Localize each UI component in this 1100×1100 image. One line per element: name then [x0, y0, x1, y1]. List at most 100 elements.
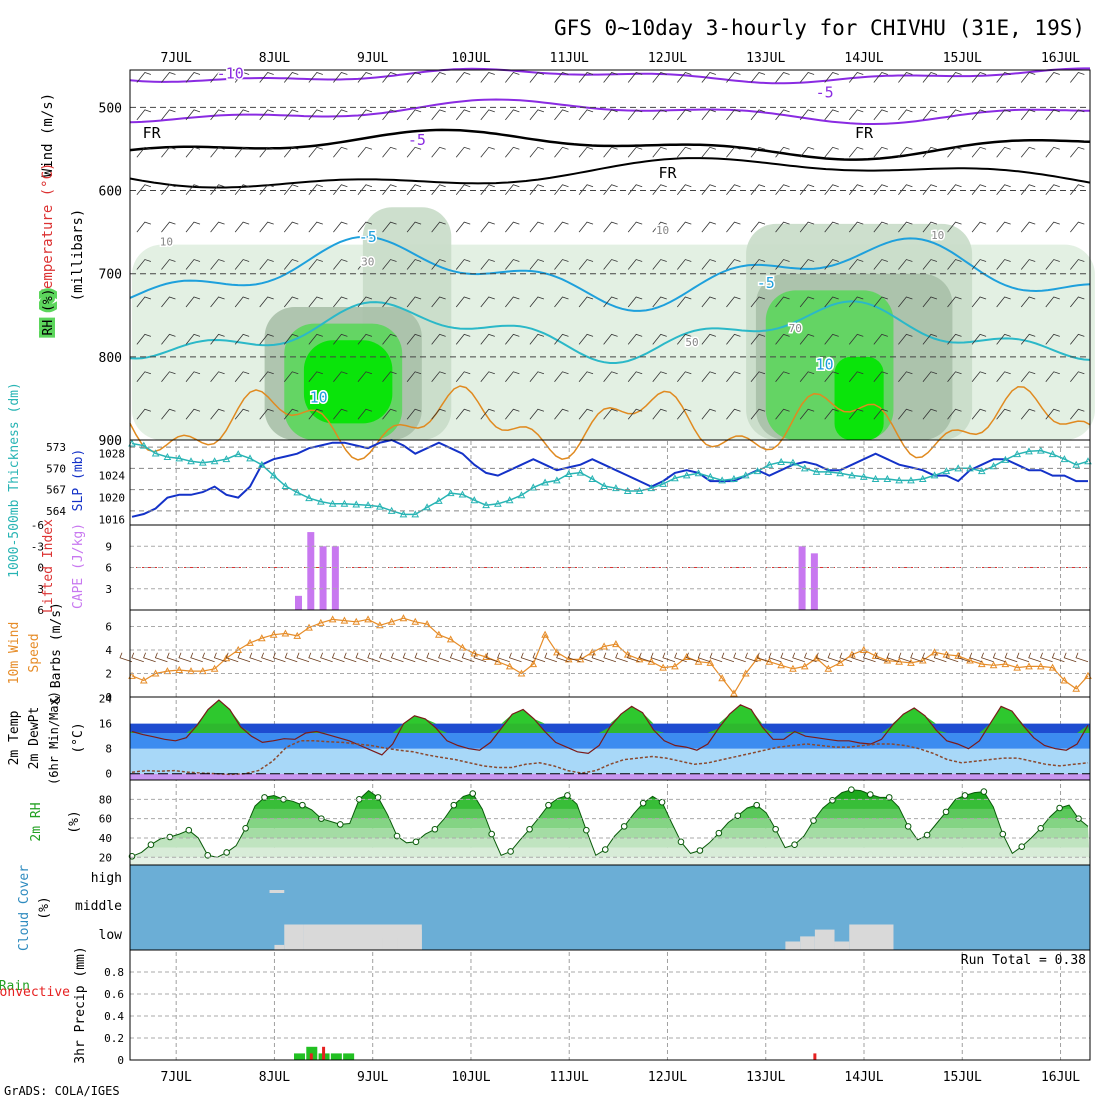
- wind-barb: [726, 109, 741, 121]
- wind-barb-10m: [815, 652, 829, 663]
- wind-barb: [898, 333, 913, 345]
- wind-barb-10m: [225, 652, 239, 663]
- wind-barb: [603, 371, 618, 383]
- run-total-label: Run Total = 0.38: [961, 953, 1086, 968]
- thickness-point: [364, 501, 372, 509]
- wind-barb: [357, 221, 373, 233]
- wind-barb: [627, 146, 643, 158]
- wind-barb: [701, 221, 716, 233]
- x-tick-label-bottom: 9JUL: [357, 1070, 388, 1085]
- thickness-point: [175, 454, 184, 462]
- rh-band: [130, 818, 1090, 829]
- wind-barb: [308, 109, 323, 121]
- rh-point: [677, 838, 685, 846]
- rh-shading-region: [834, 356, 884, 440]
- wind-barb: [455, 146, 471, 158]
- wind-barb-10m: [992, 652, 1006, 663]
- wind-barb: [234, 333, 250, 345]
- wind-barb-10m: [922, 652, 935, 663]
- wind-barb: [480, 109, 495, 121]
- wind-barb: [505, 408, 520, 420]
- wind-barb-10m: [461, 652, 475, 663]
- wind-barb: [775, 72, 790, 83]
- wind-barb-10m: [343, 652, 357, 663]
- wind-barb: [1045, 333, 1060, 345]
- wind-barb: [185, 259, 201, 270]
- wind-barb: [996, 333, 1011, 345]
- wind-barb: [627, 184, 643, 195]
- wind-barb: [1045, 146, 1060, 158]
- wind-barb: [996, 184, 1011, 195]
- rh-point: [545, 801, 552, 809]
- wind-barb-10m: [626, 652, 640, 663]
- wind-barb: [947, 221, 962, 233]
- x-tick-label-top: 14JUL: [844, 51, 883, 66]
- thickness-point: [671, 474, 679, 482]
- panel-frame: [129, 949, 1091, 1061]
- wind-barb: [775, 221, 790, 233]
- wind-barb: [529, 259, 545, 270]
- thickness-point: [305, 494, 313, 502]
- wind-barb: [922, 72, 938, 83]
- wind-barb: [996, 371, 1011, 383]
- axis-label-slp: SLP (mb): [71, 449, 86, 512]
- wind-speed-point: [706, 658, 715, 666]
- wind-barb: [627, 408, 643, 420]
- wind-barb: [455, 408, 471, 420]
- wind-barb: [824, 109, 839, 121]
- wind-barb: [873, 146, 888, 158]
- wind-speed-point: [257, 634, 266, 642]
- wind-barb: [775, 259, 790, 270]
- thickness-point: [600, 481, 608, 490]
- rh-point: [336, 821, 344, 828]
- x-tick-label-bottom: 14JUL: [844, 1070, 883, 1085]
- wind-barb: [652, 259, 667, 270]
- thickness-point: [824, 467, 833, 475]
- rh-point: [829, 796, 836, 804]
- wind-barb: [210, 184, 225, 195]
- wind-barb-10m: [898, 652, 912, 663]
- wind-speed-point: [730, 689, 738, 697]
- wind-barb: [161, 259, 176, 270]
- wind-barb: [234, 72, 250, 83]
- wind-barb: [922, 371, 938, 383]
- rh-point: [1056, 804, 1063, 812]
- thickness-point: [399, 510, 408, 518]
- wind-speed-point: [883, 656, 892, 664]
- wind-speed-point: [930, 648, 939, 656]
- wind-speed-point: [718, 674, 726, 682]
- wind-barb: [824, 371, 839, 383]
- rh-band: [130, 857, 1090, 865]
- thickness-point: [234, 450, 243, 458]
- precip-convective-bar: [322, 1046, 326, 1060]
- cloud-background: [130, 865, 1090, 950]
- wind-barb: [676, 109, 692, 121]
- wind-barb: [136, 184, 152, 195]
- wind-barb-10m: [1040, 652, 1053, 663]
- wind-speed-point: [435, 630, 443, 638]
- wind-barb: [701, 146, 716, 158]
- wind-barb: [701, 184, 716, 195]
- wind-speed-point: [529, 660, 538, 668]
- wind-barb: [971, 333, 987, 345]
- wind-barb: [947, 371, 962, 383]
- axis-label-thickness: 1000-500mb Thickness (dm): [7, 382, 22, 578]
- wind-barb: [578, 259, 594, 270]
- wind-barb: [922, 146, 938, 158]
- rh-point: [620, 823, 628, 830]
- axis-label-wind10m-a: 10m Wind: [7, 622, 22, 685]
- wind-barb: [382, 221, 397, 233]
- wind-barb: [799, 72, 815, 83]
- wind-barb: [898, 296, 913, 308]
- wind-barb: [676, 72, 692, 83]
- axis-label-rh2m-unit: (%): [67, 810, 82, 833]
- rh-point: [715, 829, 723, 837]
- wind-speed-point: [305, 623, 313, 631]
- wind-barb: [505, 146, 520, 158]
- wind-barb-10m: [662, 652, 676, 663]
- wind-barb: [775, 184, 790, 195]
- wind-barb: [775, 146, 790, 158]
- wind-barb: [1070, 259, 1085, 270]
- wind-barb: [210, 333, 225, 345]
- low-cloud-block: [382, 937, 398, 950]
